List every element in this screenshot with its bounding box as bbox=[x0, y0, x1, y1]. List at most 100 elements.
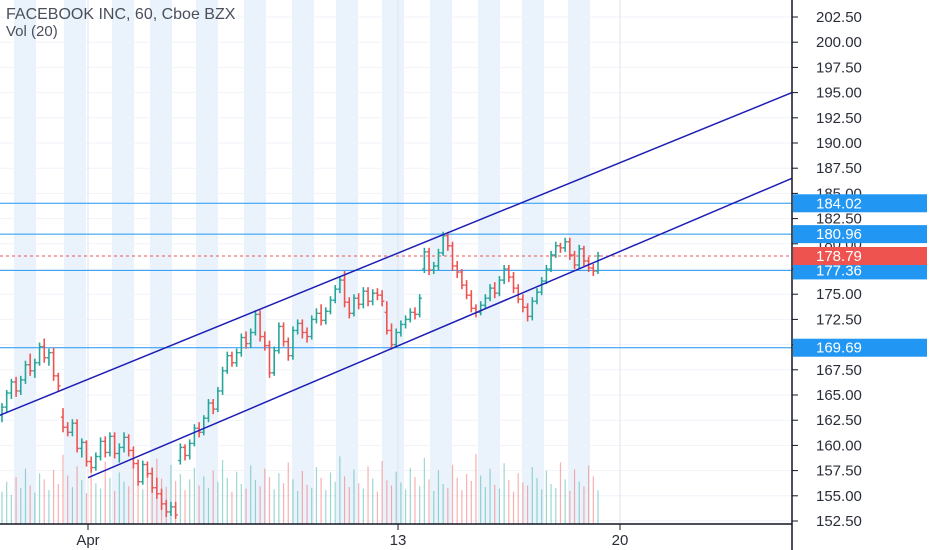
volume-bar bbox=[38, 473, 41, 524]
volume-bar bbox=[151, 482, 153, 524]
volume-bar bbox=[512, 491, 515, 524]
ohlc-bar bbox=[309, 315, 314, 340]
ohlc-bar bbox=[103, 436, 108, 458]
volume-bar bbox=[203, 476, 205, 524]
ohlc-bar bbox=[201, 415, 206, 436]
ohlc-bar bbox=[581, 245, 587, 266]
ohlc-bar bbox=[548, 250, 554, 273]
ohlc-bar bbox=[140, 460, 145, 485]
volume-bar bbox=[475, 454, 477, 524]
ohlc-bar bbox=[408, 308, 413, 323]
ohlc-bar bbox=[525, 303, 530, 322]
ohlc-bar bbox=[182, 444, 188, 461]
ohlc-bar bbox=[455, 260, 460, 279]
volume-bar bbox=[325, 490, 327, 524]
ohlc-bar bbox=[469, 290, 474, 313]
session-shade bbox=[196, 0, 218, 524]
ohlc-bar bbox=[295, 319, 300, 335]
ohlc-bar bbox=[178, 443, 183, 465]
ohlc-bar bbox=[516, 284, 521, 304]
ohlc-bar bbox=[356, 293, 361, 310]
volume-bar bbox=[423, 457, 425, 524]
volume-bar bbox=[559, 462, 562, 524]
volume-bar bbox=[569, 490, 571, 524]
volume-bar bbox=[320, 477, 322, 524]
ohlc-bar bbox=[46, 348, 52, 366]
volume-bar bbox=[62, 454, 64, 524]
volume-bar bbox=[104, 461, 106, 524]
ohlc-bar bbox=[412, 307, 418, 320]
y-tick-label: 182.50 bbox=[816, 211, 862, 228]
volume-bar bbox=[409, 467, 411, 524]
price-axis[interactable]: 152.50 155.00 157.50 160.00 162.50 165.00 167.… bbox=[792, 9, 862, 530]
ohlc-bar bbox=[440, 231, 446, 256]
volume-bar bbox=[179, 474, 181, 524]
volume-bar bbox=[6, 481, 8, 524]
volume-bar bbox=[53, 470, 55, 524]
volume-bar bbox=[99, 488, 102, 524]
volume-bar bbox=[236, 471, 238, 524]
ohlc-bar bbox=[173, 501, 178, 519]
ohlc-bar bbox=[56, 372, 61, 392]
volume-bar bbox=[282, 483, 285, 524]
session-shade bbox=[14, 0, 36, 524]
ohlc-bar bbox=[271, 346, 277, 376]
volume-bar bbox=[250, 465, 252, 524]
volume-bar bbox=[419, 486, 421, 524]
trend-channel[interactable] bbox=[0, 91, 793, 479]
x-tick-label: 20 bbox=[612, 532, 629, 549]
session-shade bbox=[64, 0, 86, 524]
ohlc-bar bbox=[276, 322, 282, 354]
ohlc-bar bbox=[389, 323, 394, 350]
volume-bar bbox=[292, 479, 294, 524]
volume-bar bbox=[48, 490, 50, 524]
ohlc-bar bbox=[506, 264, 512, 283]
ohlc-bar bbox=[168, 501, 174, 516]
ohlc-bar bbox=[534, 288, 540, 305]
ohlc-bar bbox=[577, 244, 582, 269]
session-shade bbox=[336, 0, 358, 524]
volume-bar bbox=[109, 477, 111, 524]
ohlc-bar bbox=[365, 287, 371, 307]
x-tick-label: Apr bbox=[76, 532, 99, 549]
ohlc-bar bbox=[544, 264, 549, 285]
volume-indicator-label: Vol (20) bbox=[6, 23, 58, 40]
price-badges: 184.02 180.96 177.36 169.69 178.79 bbox=[793, 194, 927, 357]
svg-text:169.69: 169.69 bbox=[816, 340, 862, 357]
volume-bar bbox=[1, 491, 3, 524]
volume-bar bbox=[34, 492, 36, 524]
ohlc-bar bbox=[126, 434, 131, 457]
volume-bar bbox=[254, 480, 257, 524]
ohlc-bar bbox=[478, 301, 483, 316]
y-tick-label: 197.50 bbox=[816, 59, 862, 76]
ohlc-bar bbox=[323, 307, 329, 325]
session-shade bbox=[292, 0, 314, 524]
ohlc-bar bbox=[361, 287, 366, 309]
time-axis[interactable]: Apr 13 20 bbox=[76, 524, 628, 549]
ohlc-bar bbox=[187, 439, 192, 460]
ohlc-bar bbox=[417, 294, 422, 318]
volume-bar bbox=[184, 490, 186, 524]
ohlc-bar bbox=[558, 242, 563, 253]
ohlc-bar bbox=[436, 248, 441, 271]
ohlc-bar bbox=[164, 499, 169, 517]
ohlc-bar bbox=[225, 351, 230, 374]
ohlc-bar bbox=[234, 348, 239, 367]
volume-bar bbox=[259, 486, 261, 524]
ohlc-bar bbox=[347, 297, 352, 319]
channel-line-lower[interactable] bbox=[87, 177, 793, 479]
chart-title: FACEBOOK INC, 60, Cboe BZX bbox=[6, 6, 236, 23]
ohlc-bar bbox=[262, 331, 268, 351]
ohlc-bar bbox=[567, 237, 573, 260]
session-shade bbox=[112, 0, 134, 524]
channel-line-upper[interactable] bbox=[0, 91, 793, 416]
y-tick-label: 152.50 bbox=[816, 513, 862, 530]
volume-bar bbox=[43, 479, 45, 524]
volume-bar bbox=[311, 487, 313, 524]
ohlc-bar bbox=[4, 389, 9, 414]
session-shade bbox=[478, 0, 500, 524]
horizontal-levels[interactable] bbox=[0, 202, 792, 349]
volume-bar bbox=[358, 483, 360, 524]
ohlc-bar bbox=[93, 452, 99, 471]
y-tick-label: 157.50 bbox=[816, 463, 862, 480]
